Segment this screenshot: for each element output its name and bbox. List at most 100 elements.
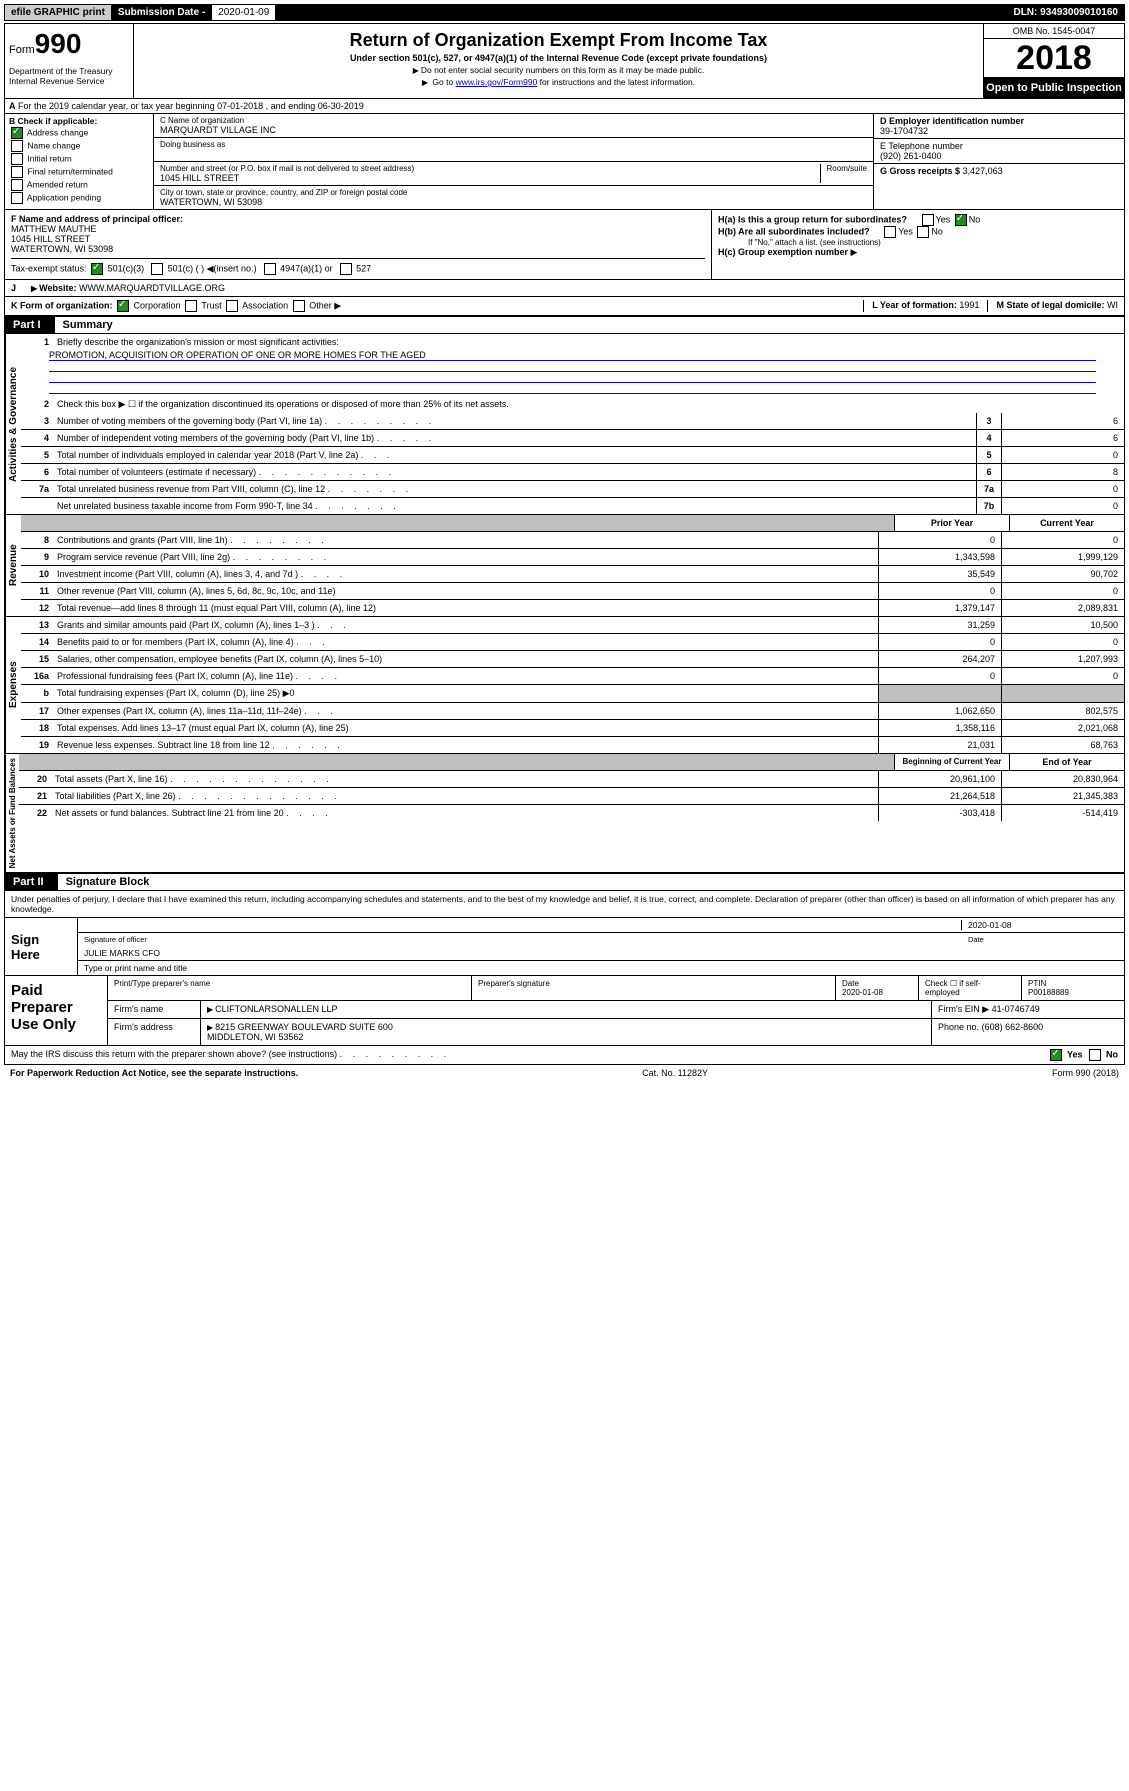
revenue-label: Revenue <box>5 515 21 616</box>
netassets-section: Net Assets or Fund Balances Beginning of… <box>4 754 1125 873</box>
website-url: WWW.MARQUARDTVILLAGE.ORG <box>79 283 225 293</box>
chk-assoc[interactable] <box>226 300 238 312</box>
street-label: Number and street (or P.O. box if mail i… <box>160 164 414 173</box>
org-name-label: C Name of organization <box>160 116 867 125</box>
governance-label: Activities & Governance <box>5 334 21 514</box>
chk-name[interactable]: Name change <box>9 140 149 152</box>
q20c: 20,830,964 <box>1001 771 1124 787</box>
part2-header: Part II Signature Block <box>4 873 1125 891</box>
q12p: 1,379,147 <box>878 600 1001 616</box>
officer-label: F Name and address of principal officer: <box>11 214 183 224</box>
omb-number: OMB No. 1545-0047 <box>984 24 1124 39</box>
revenue-section: Revenue Prior YearCurrent Year 8Contribu… <box>4 515 1125 617</box>
hb-label: H(b) Are all subordinates included? <box>718 226 870 236</box>
officer-city: WATERTOWN, WI 53098 <box>11 244 113 254</box>
self-emp-label: Check ☐ if self-employed <box>919 976 1022 1000</box>
prior-year-header: Prior Year <box>894 515 1009 531</box>
ein: 39-1704732 <box>880 126 1118 136</box>
tax-year: 2018 <box>984 39 1124 78</box>
ha-no[interactable] <box>955 214 967 226</box>
phone: (920) 261-0400 <box>880 151 1118 161</box>
discuss-yes[interactable] <box>1050 1049 1062 1061</box>
q6: Total number of volunteers (estimate if … <box>57 467 256 477</box>
chk-4947[interactable] <box>264 263 276 275</box>
firm-ein-label: Firm's EIN <box>938 1004 980 1014</box>
chk-address[interactable]: Address change <box>9 127 149 139</box>
col-f: F Name and address of principal officer:… <box>5 210 711 279</box>
hb-note: If "No," attach a list. (see instruction… <box>718 238 1118 247</box>
submission-label: Submission Date - <box>112 5 212 20</box>
paperwork-notice: For Paperwork Reduction Act Notice, see … <box>10 1068 298 1078</box>
chk-other[interactable] <box>293 300 305 312</box>
state-domicile: WI <box>1107 300 1118 310</box>
hc-label: H(c) Group exemption number <box>718 247 848 257</box>
section-a: A For the 2019 calendar year, or tax yea… <box>4 99 1125 114</box>
chk-501c[interactable] <box>151 263 163 275</box>
q11c: 0 <box>1001 583 1124 599</box>
q5: Total number of individuals employed in … <box>57 450 358 460</box>
part1-header: Part I Summary <box>4 316 1125 334</box>
q7b-val: 0 <box>1001 498 1124 514</box>
end-header: End of Year <box>1009 754 1124 770</box>
street: 1045 HILL STREET <box>160 173 820 183</box>
phone-label: E Telephone number <box>880 141 963 151</box>
q16ac: 0 <box>1001 668 1124 684</box>
row-j: J Website: WWW.MARQUARDTVILLAGE.ORG <box>4 280 1125 297</box>
hb-no[interactable] <box>917 226 929 238</box>
q11: Other revenue (Part VIII, column (A), li… <box>57 586 335 596</box>
form-title: Return of Organization Exempt From Incom… <box>140 30 977 51</box>
q14: Benefits paid to or for members (Part IX… <box>57 637 294 647</box>
department: Department of the Treasury Internal Reve… <box>9 66 129 86</box>
q2: Check this box ▶ ☐ if the organization d… <box>53 396 1124 413</box>
q7b: Net unrelated business taxable income fr… <box>57 501 313 511</box>
city-label: City or town, state or province, country… <box>160 188 867 197</box>
chk-corp[interactable] <box>117 300 129 312</box>
row-fh: F Name and address of principal officer:… <box>4 210 1125 280</box>
chk-amended[interactable]: Amended return <box>9 179 149 191</box>
efile-label[interactable]: efile GRAPHIC print <box>5 5 112 20</box>
hb-yes[interactable] <box>884 226 896 238</box>
q14c: 0 <box>1001 634 1124 650</box>
q8p: 0 <box>878 532 1001 548</box>
discuss-no[interactable] <box>1089 1049 1101 1061</box>
q16a: Professional fundraising fees (Part IX, … <box>57 671 293 681</box>
q8: Contributions and grants (Part VIII, lin… <box>57 535 228 545</box>
q16b-shade2 <box>1001 685 1124 702</box>
chk-final[interactable]: Final return/terminated <box>9 166 149 178</box>
q20: Total assets (Part X, line 16) <box>55 774 168 784</box>
q22c: -514,419 <box>1001 805 1124 821</box>
prep-sig-label: Preparer's signature <box>472 976 836 1000</box>
chk-527[interactable] <box>340 263 352 275</box>
paid-label: Paid Preparer Use Only <box>5 976 108 1045</box>
discuss-row: May the IRS discuss this return with the… <box>4 1046 1125 1065</box>
q13c: 10,500 <box>1001 617 1124 633</box>
name-cap: Type or print name and title <box>78 961 1124 975</box>
l-label: L Year of formation: <box>872 300 957 310</box>
chk-initial[interactable]: Initial return <box>9 153 149 165</box>
chk-trust[interactable] <box>185 300 197 312</box>
q16b: Total fundraising expenses (Part IX, col… <box>53 685 878 702</box>
chk-application[interactable]: Application pending <box>9 192 149 204</box>
top-bar: efile GRAPHIC print Submission Date - 20… <box>4 4 1125 21</box>
ha-yes[interactable] <box>922 214 934 226</box>
q8c: 0 <box>1001 532 1124 548</box>
paid-preparer-section: Paid Preparer Use Only Print/Type prepar… <box>4 976 1125 1046</box>
dba-label: Doing business as <box>160 140 867 149</box>
chk-501c3[interactable] <box>91 263 103 275</box>
form-header: Form990 Department of the Treasury Inter… <box>4 23 1125 99</box>
q22p: -303,418 <box>878 805 1001 821</box>
col-b: B Check if applicable: Address change Na… <box>5 114 154 209</box>
k-label: K Form of organization: <box>11 300 113 310</box>
irs-link[interactable]: www.irs.gov/Form990 <box>456 77 538 87</box>
q9c: 1,999,129 <box>1001 549 1124 565</box>
q12c: 2,089,831 <box>1001 600 1124 616</box>
perjury-text: Under penalties of perjury, I declare th… <box>4 891 1125 918</box>
q14p: 0 <box>878 634 1001 650</box>
tax-exempt-label: Tax-exempt status: <box>11 263 87 273</box>
q5-val: 0 <box>1001 447 1124 463</box>
q13p: 31,259 <box>878 617 1001 633</box>
q22: Net assets or fund balances. Subtract li… <box>55 808 284 818</box>
city: WATERTOWN, WI 53098 <box>160 197 867 207</box>
q17c: 802,575 <box>1001 703 1124 719</box>
q3-val: 6 <box>1001 413 1124 429</box>
